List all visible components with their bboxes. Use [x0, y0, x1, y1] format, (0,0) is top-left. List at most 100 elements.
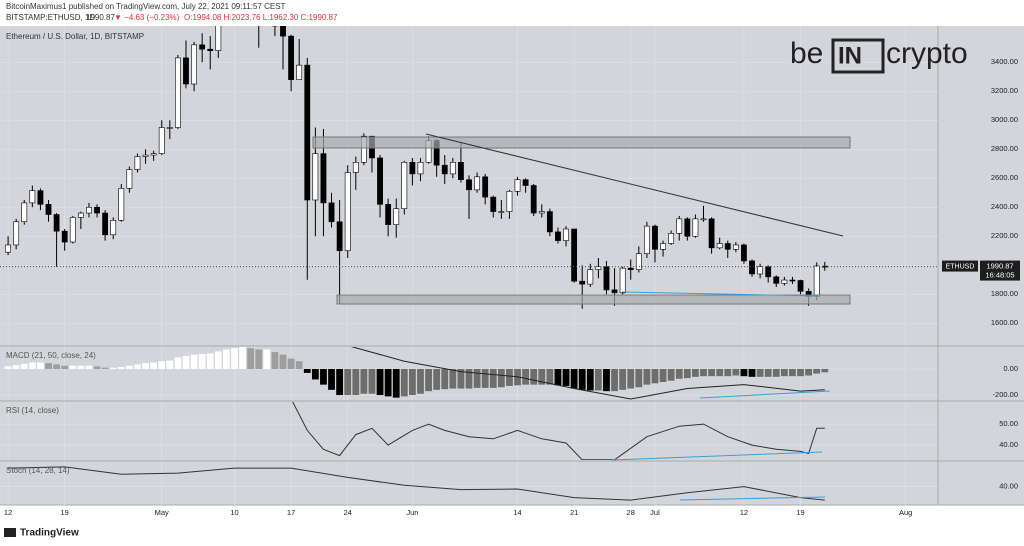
candle-body — [692, 218, 699, 237]
y-tick-label: 3400.00 — [991, 57, 1018, 66]
histogram-bar — [384, 369, 392, 397]
candle-body — [21, 202, 28, 223]
histogram-bar — [578, 369, 586, 390]
pane-title: Stoch (14, 28, 14) — [6, 466, 70, 475]
histogram-bar — [465, 369, 473, 389]
histogram-bar — [805, 369, 813, 376]
candle-body — [555, 231, 561, 241]
histogram-bar — [522, 369, 530, 385]
histogram-bar — [441, 369, 449, 390]
candle-body — [417, 162, 424, 175]
candle-body — [684, 218, 691, 237]
symbol-box — [942, 260, 978, 272]
candle-body — [37, 190, 44, 205]
candle-body — [344, 172, 351, 252]
x-tick-label: 21 — [570, 508, 578, 517]
histogram-bar — [77, 365, 85, 370]
histogram-bar — [481, 369, 489, 388]
histogram-bar — [336, 369, 344, 396]
candle-body — [13, 221, 20, 246]
histogram-bar — [700, 369, 707, 377]
candle-body — [191, 44, 197, 85]
candle-body — [320, 153, 327, 204]
histogram-bar — [732, 369, 740, 376]
candle-body — [280, 26, 286, 37]
histogram-bar — [586, 369, 594, 391]
candle-body — [328, 202, 335, 223]
pane-title: RSI (14, close) — [6, 406, 59, 415]
change: ▼ −4.63 (−0.23%) — [114, 13, 180, 22]
histogram-bar — [134, 364, 141, 370]
histogram-bar — [239, 347, 246, 370]
histogram-bar — [328, 369, 335, 390]
support-zone — [336, 294, 851, 305]
candle-body — [134, 156, 141, 170]
last-price: 1990.87 — [986, 262, 1013, 271]
candle-body — [393, 208, 400, 225]
candle-body — [296, 64, 303, 80]
histogram-bar — [675, 369, 683, 379]
x-tick-label: 17 — [287, 508, 295, 517]
histogram-bar — [497, 369, 505, 388]
candle-body — [506, 191, 513, 212]
candle-body — [773, 276, 780, 284]
candle-body — [360, 135, 367, 163]
candle-body — [635, 253, 642, 270]
histogram-bar — [400, 369, 408, 397]
histogram-bar — [344, 369, 352, 396]
histogram-bar — [295, 361, 303, 370]
resistance-zone — [312, 136, 851, 149]
histogram-bar — [279, 354, 287, 370]
logo-box — [831, 38, 885, 74]
candle-body — [312, 153, 319, 201]
x-tick-label: 10 — [230, 508, 238, 517]
candle-body — [563, 228, 569, 241]
logo: crypto — [886, 37, 968, 70]
y-tick-label: 2400.00 — [991, 202, 1018, 211]
countdown: 16:48:05 — [985, 271, 1014, 280]
candle-body — [530, 185, 537, 214]
candle-body — [781, 279, 788, 284]
candle-body — [789, 279, 796, 282]
histogram-bar — [93, 366, 101, 370]
candle-body — [514, 179, 521, 192]
candle-body — [466, 179, 472, 191]
candle-body — [619, 267, 626, 294]
histogram-bar — [506, 369, 513, 386]
histogram-bar — [635, 369, 643, 388]
y-tick-label: 40.00 — [999, 440, 1018, 449]
x-tick-label: 19 — [61, 508, 69, 517]
candle-body — [482, 176, 489, 198]
candle-body — [652, 225, 658, 250]
candle-body — [94, 206, 100, 214]
histogram-bar — [247, 348, 255, 370]
histogram-bar — [85, 365, 93, 370]
histogram-bar — [449, 369, 457, 389]
x-tick-label: 12 — [740, 508, 748, 517]
candle-body — [118, 188, 125, 221]
histogram-bar — [797, 369, 804, 377]
x-tick-label: 12 — [4, 508, 12, 517]
last: 1990.87 — [86, 13, 115, 22]
histogram-bar — [287, 358, 295, 370]
y-tick-label: 40.00 — [999, 482, 1018, 491]
candle-body — [538, 211, 545, 214]
divergence-line — [621, 291, 819, 297]
candle-body — [409, 162, 416, 175]
x-tick-label: May — [155, 508, 169, 517]
candle-body — [741, 244, 747, 262]
candle-body — [183, 57, 189, 85]
histogram-bar — [12, 365, 20, 370]
histogram-bar — [271, 352, 279, 370]
candle-body — [571, 228, 578, 282]
histogram-bar — [182, 355, 190, 370]
histogram-bar — [611, 369, 618, 392]
x-tick-label: 24 — [344, 508, 352, 517]
histogram-bar — [231, 348, 238, 370]
histogram-bar — [303, 369, 311, 373]
x-tick-label: Aug — [899, 508, 912, 517]
candle-body — [102, 212, 109, 236]
candle-body — [797, 280, 804, 292]
pane — [4, 347, 829, 400]
candle-body — [288, 35, 295, 80]
